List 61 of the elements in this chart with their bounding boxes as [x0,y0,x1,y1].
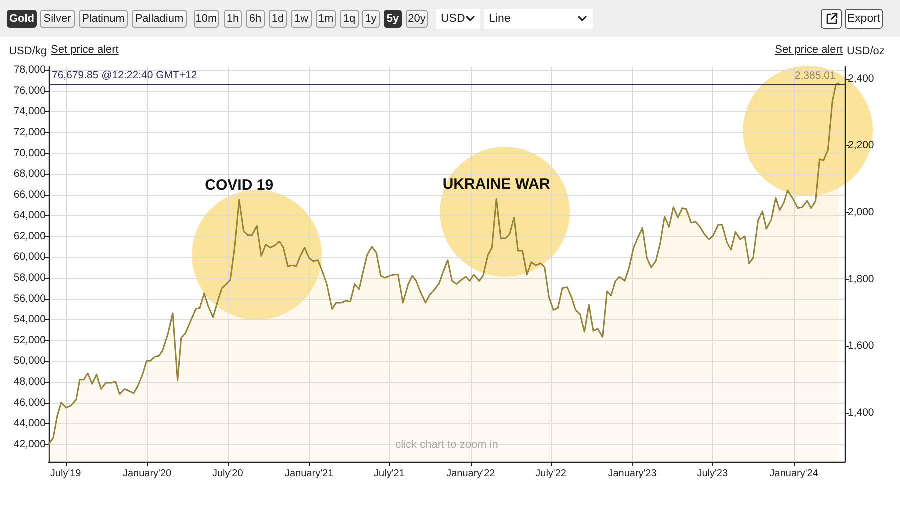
text: Set price alert [51,44,119,56]
y-axis-title: USD/kg [9,46,47,58]
tab-button: Silver [40,10,75,28]
y-tick-label: 48,000 [14,376,46,388]
button: Export [845,9,883,29]
annotation: UKRAINE WAR [442,176,550,193]
annotation: COVID 19 [205,177,274,194]
y2-tick-label: 1,600 [848,340,874,352]
text: Set price alert [775,44,843,56]
x-tick-label: July'22 [536,468,567,480]
range-button: 6h [246,10,265,28]
ref-line-label: 76,679.85 @12:22:40 GMT+12 [52,69,198,82]
tab-button: Platinum [79,10,128,28]
tab-button: Palladium [132,10,187,28]
y-tick-label: 66,000 [14,188,46,201]
y-tick-label: 76,000 [14,84,46,97]
y-tick-label: 78,000 [14,64,46,76]
x-tick-label: January'22 [446,468,496,480]
range-button: 1w [291,10,312,28]
x-tick-label: July'19 [50,468,82,480]
annotation: click chart to zoom in [396,439,498,451]
y2-tick-label: 2,200 [848,140,874,152]
dropdown: USD [436,9,480,29]
x-tick-label: January'24 [770,468,819,480]
y-tick-label: 50,000 [14,355,46,368]
y-tick-label: 60,000 [14,251,46,264]
range-button: 20y [406,10,428,28]
y2-tick-label: 2,400 [848,72,874,85]
y2-tick-label: 1,400 [848,407,874,420]
x-tick-label: July'21 [374,468,406,480]
y2-tick-label: 1,800 [848,273,874,286]
x-tick-label: January'20 [122,468,172,480]
range-button: 10m [194,10,219,28]
y-tick-label: 62,000 [14,230,46,242]
range-button: 1y [362,10,380,28]
y-tick-label: 68,000 [14,168,46,180]
y-tick-label: 64,000 [14,210,46,222]
y2-tick-label: 2,000 [848,206,874,219]
y-tick-label: 58,000 [14,272,46,284]
range-button: 1q [340,10,359,28]
y-tick-label: 74,000 [14,106,46,118]
y-tick-label: 42,000 [14,438,46,450]
range-button: 5y [384,10,402,28]
y-tick-label: 56,000 [14,292,46,305]
x-tick-label: July'20 [212,468,244,480]
y-tick-label: 52,000 [14,334,46,346]
range-button: 1d [269,10,287,28]
y-tick-label: 54,000 [14,314,46,326]
range-button: 1h [224,10,242,28]
y2-axis-title: USD/oz [847,46,885,58]
annotation: 2,385.01 [794,70,836,82]
y-tick-label: 44,000 [14,418,46,430]
y-tick-label: 72,000 [14,126,46,138]
x-tick-label: July'23 [697,468,728,480]
x-tick-label: January'21 [285,468,334,480]
y-tick-label: 70,000 [14,147,46,160]
x-tick-label: January'23 [608,468,658,480]
tab-button: Gold [7,10,37,28]
range-button: 1m [316,10,336,28]
dropdown: Line [484,9,593,29]
y-tick-label: 46,000 [14,396,46,409]
